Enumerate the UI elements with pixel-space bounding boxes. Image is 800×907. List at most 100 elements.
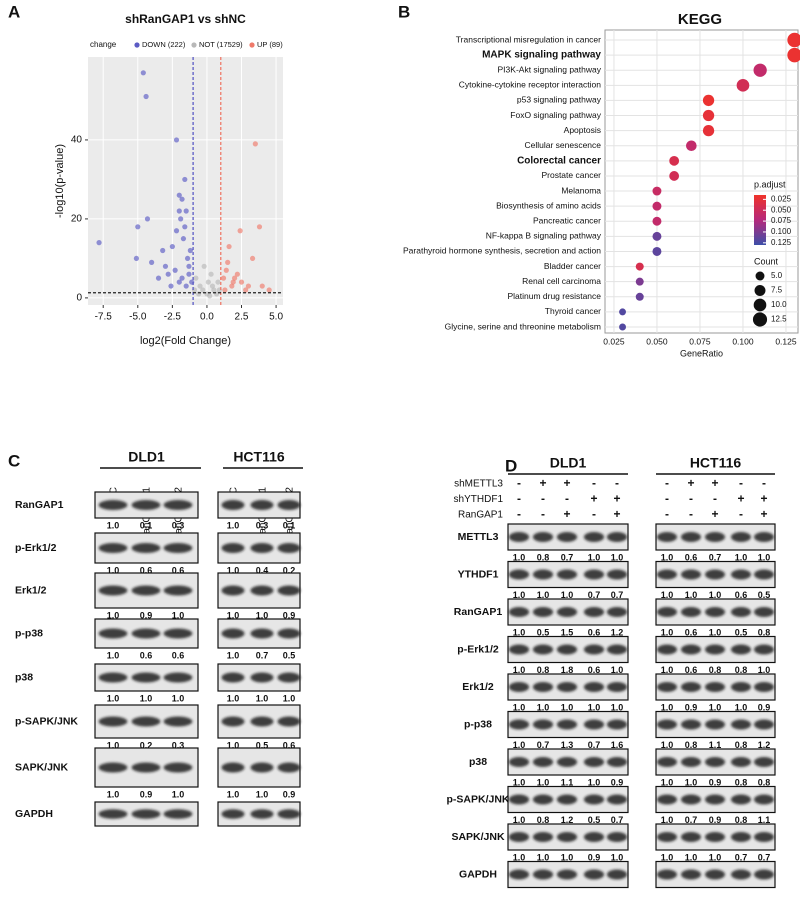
data-point xyxy=(176,208,182,214)
condition-sign: + xyxy=(563,507,570,521)
protein-label: RanGAP1 xyxy=(15,499,64,511)
protein-label: p-Erk1/2 xyxy=(457,643,499,655)
data-point xyxy=(252,141,258,147)
blot-band xyxy=(681,832,701,842)
quantification: 0.6 xyxy=(735,590,748,600)
protein-label: RanGAP1 xyxy=(454,606,503,618)
protein-label: p-Erk1/2 xyxy=(15,542,57,554)
quantification: 0.6 xyxy=(588,627,601,637)
quantification: 1.0 xyxy=(172,610,185,620)
legend-swatch xyxy=(754,285,766,296)
lane-label: shRanGAP1-1 xyxy=(258,487,269,552)
data-point xyxy=(226,243,232,250)
quantification: 1.0 xyxy=(107,610,120,620)
quantification: 0.7 xyxy=(588,590,601,600)
data-point xyxy=(143,93,149,100)
blot-band xyxy=(731,607,751,617)
blot-band xyxy=(556,607,578,617)
quantification: 1.0 xyxy=(513,815,526,825)
condition-sign: + xyxy=(737,492,744,506)
category-label: Melanoma xyxy=(561,185,601,195)
quantification: 1.2 xyxy=(611,627,624,637)
chart-title: shRanGAP1 vs shNC xyxy=(125,12,246,26)
cell-line-header: DLD1 xyxy=(128,449,165,465)
data-point xyxy=(183,283,189,289)
quantification: 0.9 xyxy=(685,702,698,712)
blot-band xyxy=(556,794,578,805)
panel-label: A xyxy=(8,2,20,21)
quantification: 1.0 xyxy=(513,552,526,562)
blot-band xyxy=(508,719,530,730)
data-point xyxy=(165,271,171,277)
blot-band xyxy=(606,644,628,655)
quantification: 0.7 xyxy=(611,590,624,600)
blot-band xyxy=(131,500,161,510)
data-point xyxy=(211,287,217,293)
category-label: Pancreatic cancer xyxy=(533,216,601,226)
data-point xyxy=(144,216,151,222)
blot-band xyxy=(754,607,774,617)
quantification: 0.7 xyxy=(709,552,722,562)
y-axis-label: -log10(p-value) xyxy=(54,144,66,218)
blot-band xyxy=(250,762,274,773)
protein-label: SAPK/JNK xyxy=(451,831,505,843)
blot-band xyxy=(98,809,128,819)
data-point xyxy=(200,287,206,293)
data-point xyxy=(176,279,182,285)
quantification: 1.0 xyxy=(661,702,674,712)
quantification: 1.0 xyxy=(172,693,185,703)
data-point xyxy=(249,255,256,262)
x-tick-label: 0.025 xyxy=(603,336,625,346)
blot-band xyxy=(250,500,274,510)
blot-band xyxy=(508,832,530,842)
category-label: Renal cell carcinoma xyxy=(522,276,601,286)
data-point xyxy=(220,275,227,281)
quantification: 1.0 xyxy=(513,777,526,787)
data-point xyxy=(155,275,162,281)
quantification: 0.8 xyxy=(735,777,748,787)
blot-band xyxy=(250,809,274,819)
data-point xyxy=(652,216,662,226)
quantification: 0.6 xyxy=(588,665,601,675)
quantification: 1.0 xyxy=(256,693,269,703)
blot-band xyxy=(277,585,301,596)
legend-label: DOWN (222) xyxy=(142,40,186,49)
quantification: 1.0 xyxy=(227,650,240,660)
blot-band xyxy=(532,607,554,617)
legend-swatch xyxy=(134,42,140,48)
quantification: 1.0 xyxy=(107,789,120,799)
blot-band xyxy=(532,794,554,805)
quantification: 0.8 xyxy=(537,665,550,675)
condition-label: shMETTL3 xyxy=(454,479,503,490)
quantification: 0.8 xyxy=(537,552,550,562)
x-tick-label: 2.5 xyxy=(235,312,249,323)
blot-band xyxy=(221,716,245,727)
protein-label: p-p38 xyxy=(15,627,43,639)
blot-band xyxy=(508,869,530,880)
legend-title: change xyxy=(90,40,117,49)
quantification: 0.9 xyxy=(709,777,722,787)
condition-sign: - xyxy=(517,492,521,506)
category-label: MAPK signaling pathway xyxy=(482,50,601,61)
blot-band xyxy=(131,716,161,727)
data-point xyxy=(702,124,715,137)
blot-band xyxy=(221,762,245,773)
quantification: 1.0 xyxy=(227,610,240,620)
quantification: 1.0 xyxy=(227,693,240,703)
blot-band xyxy=(681,719,701,730)
blot-band xyxy=(754,644,774,655)
data-point xyxy=(702,94,715,107)
blot-band xyxy=(98,543,128,553)
blot-band xyxy=(131,543,161,553)
data-point xyxy=(669,171,680,181)
data-point xyxy=(652,186,662,196)
data-point xyxy=(736,78,750,92)
category-label: Prostate cancer xyxy=(541,170,601,180)
data-point xyxy=(234,271,240,277)
blot-band xyxy=(681,607,701,617)
blot-band xyxy=(556,569,578,580)
protein-label: METTL3 xyxy=(458,531,499,543)
condition-sign: - xyxy=(541,492,545,506)
quantification: 0.8 xyxy=(685,740,698,750)
blot-band xyxy=(221,809,245,819)
